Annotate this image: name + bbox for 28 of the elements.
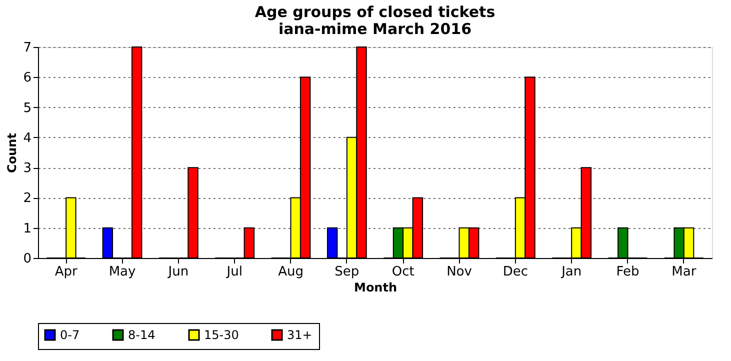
legend-label: 31+	[287, 328, 312, 342]
x-tick-label: Oct	[392, 264, 414, 280]
x-tick-label: Dec	[502, 264, 528, 280]
y-tick-label: 4	[23, 130, 32, 146]
y-tick-label: 2	[23, 191, 32, 206]
x-tick-label: Aug	[278, 264, 304, 280]
x-tick-label: Sep	[334, 264, 360, 280]
x-axis-title: Month	[354, 280, 398, 294]
text: iana-mime March 2016	[278, 20, 472, 38]
y-tick-label: 7	[23, 40, 32, 56]
legend-label: 8-14	[128, 328, 156, 342]
y-tick-label: 6	[23, 70, 32, 86]
x-tick-label: Apr	[54, 264, 78, 280]
x-tick-label: Jun	[167, 264, 189, 280]
legend-label: 0-7	[60, 328, 80, 342]
x-tick-label: Jan	[560, 264, 582, 280]
y-tick-label: 1	[23, 221, 32, 236]
x-tick-label: Mar	[672, 264, 697, 280]
y-tick-label: 3	[23, 161, 32, 176]
y-axis-title: Count	[5, 132, 20, 173]
y-tick-label: 0	[23, 252, 32, 266]
x-tick-label: Feb	[616, 264, 640, 280]
x-tick-label: May	[108, 264, 136, 280]
y-tick-label: 5	[23, 100, 32, 116]
text: Age groups of closed tickets	[254, 3, 496, 21]
x-tick-label: Jul	[226, 264, 242, 280]
legend-label: 15-30	[204, 328, 239, 342]
x-tick-label: Nov	[446, 264, 472, 280]
